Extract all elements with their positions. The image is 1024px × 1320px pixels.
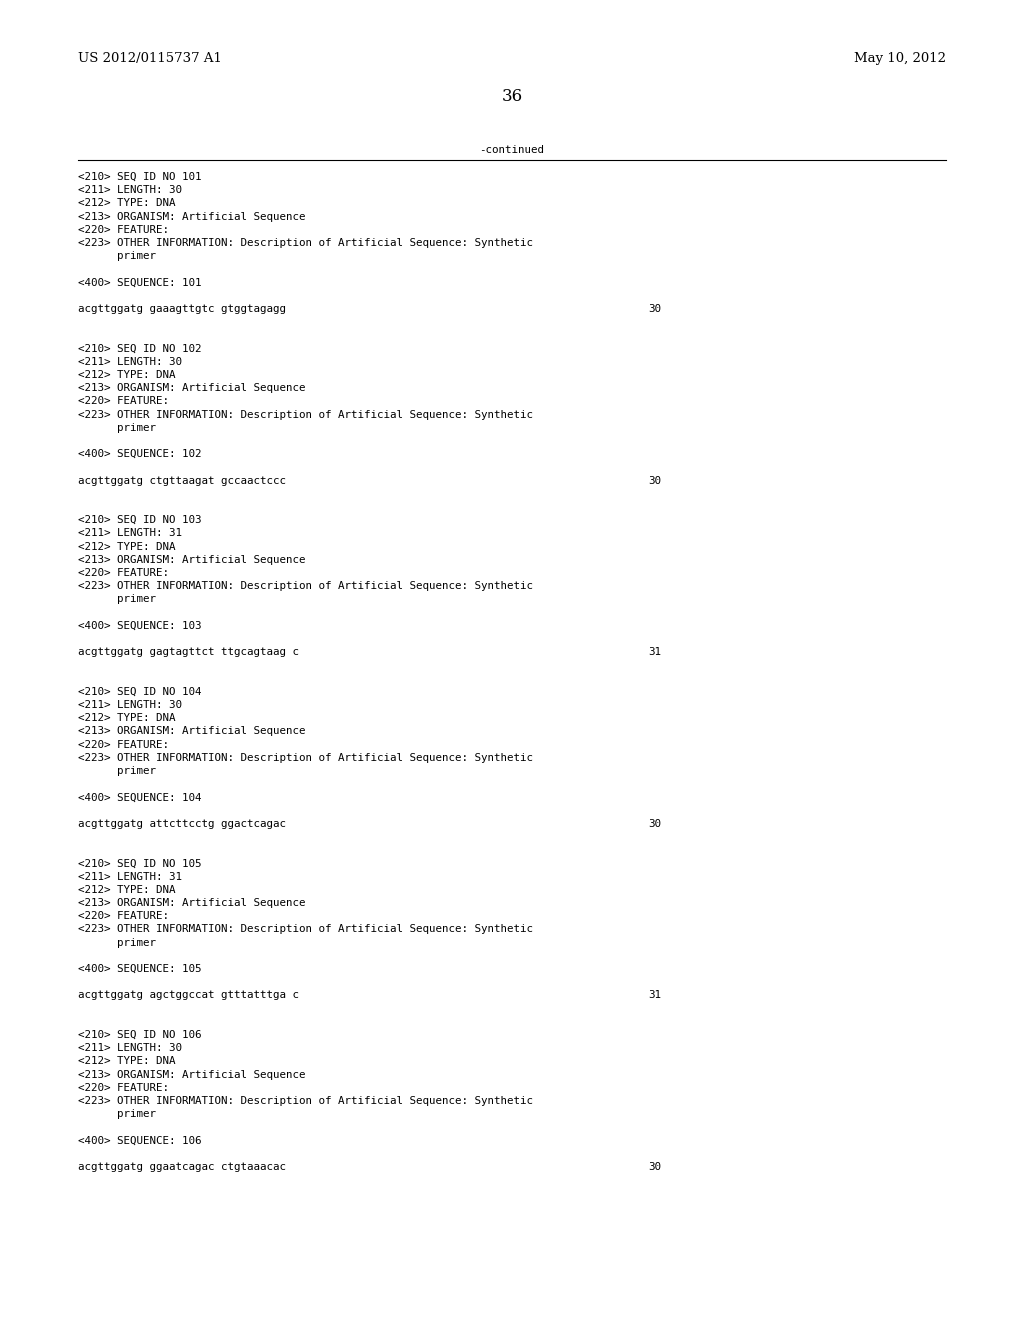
Text: <400> SEQUENCE: 104: <400> SEQUENCE: 104 [78,792,202,803]
Text: <210> SEQ ID NO 104: <210> SEQ ID NO 104 [78,686,202,697]
Text: primer: primer [78,1109,156,1119]
Text: <211> LENGTH: 31: <211> LENGTH: 31 [78,528,182,539]
Text: US 2012/0115737 A1: US 2012/0115737 A1 [78,51,222,65]
Text: acgttggatg ctgttaagat gccaactccc: acgttggatg ctgttaagat gccaactccc [78,475,286,486]
Text: <213> ORGANISM: Artificial Sequence: <213> ORGANISM: Artificial Sequence [78,383,305,393]
Text: <223> OTHER INFORMATION: Description of Artificial Sequence: Synthetic: <223> OTHER INFORMATION: Description of … [78,581,534,591]
Text: <212> TYPE: DNA: <212> TYPE: DNA [78,198,175,209]
Text: <223> OTHER INFORMATION: Description of Artificial Sequence: Synthetic: <223> OTHER INFORMATION: Description of … [78,409,534,420]
Text: <210> SEQ ID NO 106: <210> SEQ ID NO 106 [78,1030,202,1040]
Text: <211> LENGTH: 30: <211> LENGTH: 30 [78,1043,182,1053]
Text: <212> TYPE: DNA: <212> TYPE: DNA [78,1056,175,1067]
Text: <212> TYPE: DNA: <212> TYPE: DNA [78,713,175,723]
Text: <211> LENGTH: 31: <211> LENGTH: 31 [78,871,182,882]
Text: primer: primer [78,766,156,776]
Text: <400> SEQUENCE: 101: <400> SEQUENCE: 101 [78,277,202,288]
Text: <210> SEQ ID NO 102: <210> SEQ ID NO 102 [78,343,202,354]
Text: <211> LENGTH: 30: <211> LENGTH: 30 [78,185,182,195]
Text: <213> ORGANISM: Artificial Sequence: <213> ORGANISM: Artificial Sequence [78,1069,305,1080]
Text: 30: 30 [648,304,662,314]
Text: <220> FEATURE:: <220> FEATURE: [78,739,169,750]
Text: <220> FEATURE:: <220> FEATURE: [78,911,169,921]
Text: May 10, 2012: May 10, 2012 [854,51,946,65]
Text: <213> ORGANISM: Artificial Sequence: <213> ORGANISM: Artificial Sequence [78,726,305,737]
Text: <400> SEQUENCE: 105: <400> SEQUENCE: 105 [78,964,202,974]
Text: <212> TYPE: DNA: <212> TYPE: DNA [78,884,175,895]
Text: <400> SEQUENCE: 102: <400> SEQUENCE: 102 [78,449,202,459]
Text: <210> SEQ ID NO 101: <210> SEQ ID NO 101 [78,172,202,182]
Text: <213> ORGANISM: Artificial Sequence: <213> ORGANISM: Artificial Sequence [78,211,305,222]
Text: primer: primer [78,422,156,433]
Text: <400> SEQUENCE: 106: <400> SEQUENCE: 106 [78,1135,202,1146]
Text: <212> TYPE: DNA: <212> TYPE: DNA [78,541,175,552]
Text: acgttggatg gagtagttct ttgcagtaag c: acgttggatg gagtagttct ttgcagtaag c [78,647,299,657]
Text: primer: primer [78,251,156,261]
Text: <220> FEATURE:: <220> FEATURE: [78,568,169,578]
Text: -continued: -continued [479,145,545,154]
Text: <220> FEATURE:: <220> FEATURE: [78,224,169,235]
Text: 30: 30 [648,818,662,829]
Text: <223> OTHER INFORMATION: Description of Artificial Sequence: Synthetic: <223> OTHER INFORMATION: Description of … [78,924,534,935]
Text: <223> OTHER INFORMATION: Description of Artificial Sequence: Synthetic: <223> OTHER INFORMATION: Description of … [78,752,534,763]
Text: acgttggatg gaaagttgtc gtggtagagg: acgttggatg gaaagttgtc gtggtagagg [78,304,286,314]
Text: <210> SEQ ID NO 105: <210> SEQ ID NO 105 [78,858,202,869]
Text: acgttggatg agctggccat gtttatttga c: acgttggatg agctggccat gtttatttga c [78,990,299,1001]
Text: <211> LENGTH: 30: <211> LENGTH: 30 [78,700,182,710]
Text: <213> ORGANISM: Artificial Sequence: <213> ORGANISM: Artificial Sequence [78,898,305,908]
Text: acgttggatg ggaatcagac ctgtaaacac: acgttggatg ggaatcagac ctgtaaacac [78,1162,286,1172]
Text: <210> SEQ ID NO 103: <210> SEQ ID NO 103 [78,515,202,525]
Text: <223> OTHER INFORMATION: Description of Artificial Sequence: Synthetic: <223> OTHER INFORMATION: Description of … [78,238,534,248]
Text: 30: 30 [648,1162,662,1172]
Text: 36: 36 [502,88,522,106]
Text: <220> FEATURE:: <220> FEATURE: [78,1082,169,1093]
Text: 30: 30 [648,475,662,486]
Text: 31: 31 [648,647,662,657]
Text: <400> SEQUENCE: 103: <400> SEQUENCE: 103 [78,620,202,631]
Text: <211> LENGTH: 30: <211> LENGTH: 30 [78,356,182,367]
Text: primer: primer [78,594,156,605]
Text: <213> ORGANISM: Artificial Sequence: <213> ORGANISM: Artificial Sequence [78,554,305,565]
Text: <212> TYPE: DNA: <212> TYPE: DNA [78,370,175,380]
Text: acgttggatg attcttcctg ggactcagac: acgttggatg attcttcctg ggactcagac [78,818,286,829]
Text: <220> FEATURE:: <220> FEATURE: [78,396,169,407]
Text: <223> OTHER INFORMATION: Description of Artificial Sequence: Synthetic: <223> OTHER INFORMATION: Description of … [78,1096,534,1106]
Text: 31: 31 [648,990,662,1001]
Text: primer: primer [78,937,156,948]
